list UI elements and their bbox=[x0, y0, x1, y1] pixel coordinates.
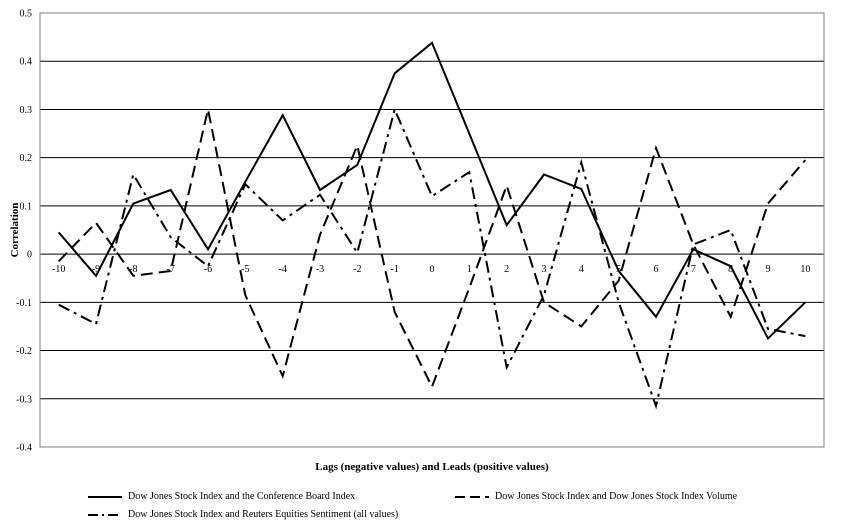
x-tick-label: -10 bbox=[52, 264, 65, 275]
x-tick-label: -2 bbox=[353, 264, 361, 275]
legend-label: Dow Jones Stock Index and Dow Jones Stoc… bbox=[495, 491, 738, 502]
series-line-solid bbox=[57, 41, 806, 341]
y-tick-label: 0.1 bbox=[20, 201, 33, 212]
y-tick-label: 0.4 bbox=[20, 57, 33, 68]
legend-swatch-solid bbox=[88, 495, 122, 498]
legend-item-sentiment: Dow Jones Stock Index and Reuters Equiti… bbox=[88, 509, 398, 520]
x-tick-label: 6 bbox=[654, 264, 659, 275]
y-tick-label: -0.1 bbox=[16, 298, 32, 309]
y-axis-label: Correlation bbox=[9, 203, 21, 258]
x-tick-label: -9 bbox=[92, 264, 100, 275]
x-tick-label: 10 bbox=[800, 264, 810, 275]
x-tick-label: 7 bbox=[691, 264, 696, 275]
x-tick-label: -1 bbox=[390, 264, 398, 275]
y-tick-label: -0.2 bbox=[16, 346, 32, 357]
x-tick-label: -7 bbox=[166, 264, 174, 275]
y-tick-label: 0 bbox=[27, 250, 32, 261]
y-tick-label: -0.3 bbox=[16, 394, 32, 405]
x-axis-label: Lags (negative values) and Leads (positi… bbox=[315, 461, 549, 473]
legend-swatch-dashdot bbox=[88, 513, 122, 516]
legend-swatch-dash bbox=[455, 495, 489, 498]
x-tick-label: 4 bbox=[579, 264, 584, 275]
y-tick-label: -0.4 bbox=[16, 443, 32, 454]
series-lines bbox=[57, 41, 807, 410]
legend-label: Dow Jones Stock Index and the Conference… bbox=[128, 491, 356, 502]
x-tick-label: 0 bbox=[430, 264, 435, 275]
x-tick-label: -4 bbox=[278, 264, 286, 275]
y-tick-label: 0.3 bbox=[20, 105, 33, 116]
x-tick-label: 3 bbox=[542, 264, 547, 275]
plot-area-border bbox=[39, 12, 825, 448]
x-tick-label: -5 bbox=[241, 264, 249, 275]
x-tick-label: 1 bbox=[467, 264, 472, 275]
x-tick-label: 8 bbox=[728, 264, 733, 275]
x-tick-label: -3 bbox=[316, 264, 324, 275]
legend-item-conference-board: Dow Jones Stock Index and the Conference… bbox=[88, 491, 355, 502]
y-tick-label: 0.2 bbox=[20, 153, 33, 164]
x-tick-label: 2 bbox=[504, 264, 509, 275]
x-tick-label: 9 bbox=[766, 264, 771, 275]
x-tick-labels: -10 -9 -8 -7 -6 -5 -4 -3 -2 -1 0 1 2 3 4 5 6 7 8 9 10 bbox=[52, 264, 810, 275]
series-line-dashdot bbox=[58, 106, 806, 410]
y-tick-label: 0.5 bbox=[20, 9, 33, 20]
y-tick-labels: -0.4 -0.3 -0.2 -0.1 0 0.1 0.2 0.3 0.4 0.5 bbox=[16, 9, 32, 454]
x-tick-label: -6 bbox=[204, 264, 212, 275]
x-tick-label: -8 bbox=[129, 264, 137, 275]
legend-item-volume: Dow Jones Stock Index and Dow Jones Stoc… bbox=[455, 491, 737, 502]
legend-label: Dow Jones Stock Index and Reuters Equiti… bbox=[128, 509, 399, 520]
gridlines bbox=[40, 12, 824, 448]
